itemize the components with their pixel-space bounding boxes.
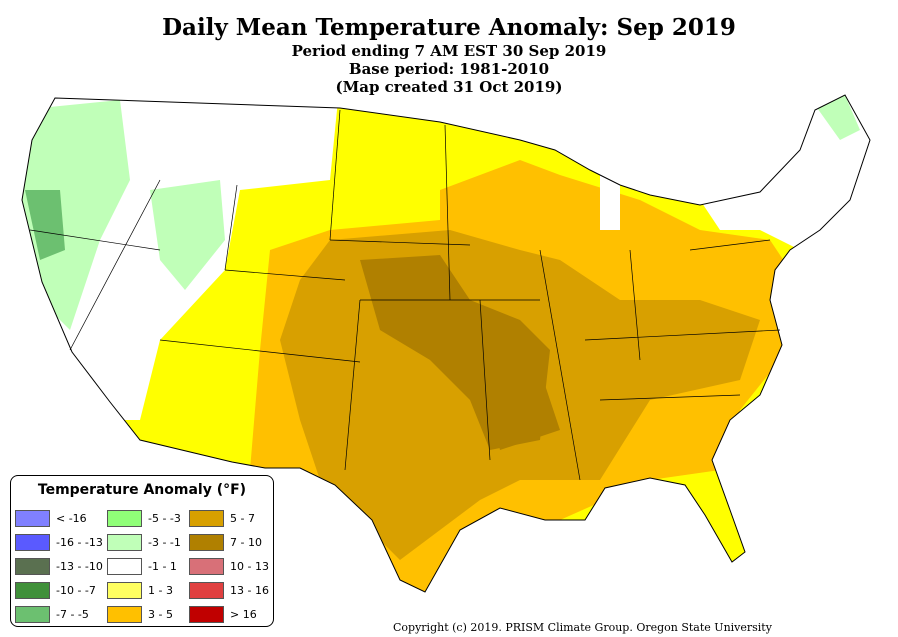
region-maine-cool (815, 95, 860, 140)
legend-item: < -16 (15, 510, 107, 527)
legend-item: 3 - 5 (107, 606, 189, 623)
legend-label: -13 - -10 (56, 560, 103, 573)
us-outline (21, 94, 871, 593)
legend-item: 5 - 7 (189, 510, 271, 527)
legend-swatch (107, 510, 142, 527)
legend-label: 7 - 10 (230, 536, 262, 549)
legend-label: 3 - 5 (148, 608, 173, 621)
legend-swatch (189, 558, 224, 575)
legend-label: < -16 (56, 512, 87, 525)
legend-grid: < -16 -5 - -3 5 - 7 -16 - -13 -3 - -1 7 - 10 -… (15, 510, 271, 623)
legend-swatch (15, 582, 50, 599)
legend-label: -16 - -13 (56, 536, 103, 549)
legend-item: 13 - 16 (189, 582, 271, 599)
legend-label: -5 - -3 (148, 512, 181, 525)
legend-item: 7 - 10 (189, 534, 271, 551)
legend: Temperature Anomaly (°F) < -16 -5 - -3 5 -… (10, 475, 274, 627)
legend-label: 13 - 16 (230, 584, 269, 597)
period-subtitle: Period ending 7 AM EST 30 Sep 2019 (291, 42, 607, 60)
great-lakes (600, 150, 620, 230)
legend-swatch (189, 606, 224, 623)
legend-label: > 16 (230, 608, 257, 621)
map-title: Daily Mean Temperature Anomaly: Sep 2019 (162, 14, 736, 41)
legend-label: -1 - 1 (148, 560, 177, 573)
legend-label: -10 - -7 (56, 584, 96, 597)
legend-swatch (189, 510, 224, 527)
legend-item: > 16 (189, 606, 271, 623)
created-subtitle: (Map created 31 Oct 2019) (335, 78, 563, 96)
legend-item: -7 - -5 (15, 606, 107, 623)
region-arkansas-hottest (480, 360, 560, 450)
legend-label: -7 - -5 (56, 608, 89, 621)
base-period-subtitle: Base period: 1981-2010 (348, 60, 550, 78)
legend-item: -3 - -1 (107, 534, 189, 551)
legend-label: -3 - -1 (148, 536, 181, 549)
legend-label: 5 - 7 (230, 512, 255, 525)
legend-item: -16 - -13 (15, 534, 107, 551)
region-west-cool (22, 100, 130, 330)
legend-label: 10 - 13 (230, 560, 269, 573)
map-titles: Daily Mean Temperature Anomaly: Sep 2019… (0, 14, 898, 96)
legend-swatch (15, 534, 50, 551)
legend-item: -13 - -10 (15, 558, 107, 575)
legend-item: -1 - 1 (107, 558, 189, 575)
legend-swatch (15, 606, 50, 623)
legend-swatch (107, 534, 142, 551)
legend-item: 10 - 13 (189, 558, 271, 575)
legend-swatch (107, 606, 142, 623)
copyright: Copyright (c) 2019. PRISM Climate Group.… (393, 621, 772, 634)
legend-item: -10 - -7 (15, 582, 107, 599)
legend-swatch (107, 582, 142, 599)
legend-label: 1 - 3 (148, 584, 173, 597)
legend-item: 1 - 3 (107, 582, 189, 599)
region-west-cool2 (25, 190, 65, 260)
state-borders (29, 109, 781, 481)
legend-swatch (15, 558, 50, 575)
region-rockies-cool (150, 180, 225, 290)
legend-swatch (189, 534, 224, 551)
legend-swatch (189, 582, 224, 599)
legend-swatch (107, 558, 142, 575)
legend-title: Temperature Anomaly (°F) (37, 482, 247, 498)
legend-swatch (15, 510, 50, 527)
legend-item: -5 - -3 (107, 510, 189, 527)
